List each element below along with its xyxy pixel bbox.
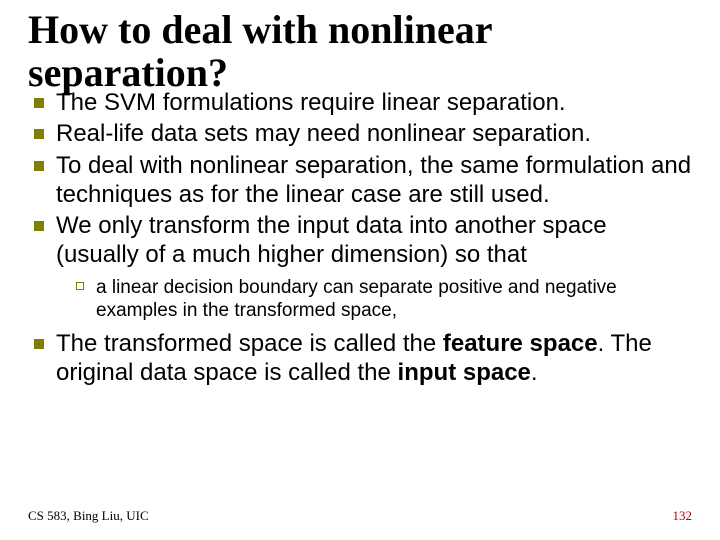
slide-footer: CS 583, Bing Liu, UIC 132	[28, 508, 692, 524]
bullet-text: The SVM formulations require linear sepa…	[56, 88, 566, 117]
sub-bullet-text: a linear decision boundary can separate …	[96, 276, 692, 324]
text-run: .	[531, 359, 538, 386]
square-bullet-icon	[34, 221, 44, 231]
bullet-item: Real-life data sets may need nonlinear s…	[28, 119, 692, 148]
sub-bullet-item: a linear decision boundary can separate …	[70, 276, 692, 324]
slide: How to deal with nonlinear separation? T…	[0, 0, 720, 540]
bullet-text: The transformed space is called the feat…	[56, 329, 692, 388]
bullet-text: Real-life data sets may need nonlinear s…	[56, 119, 591, 148]
square-bullet-icon	[34, 339, 44, 349]
page-number: 132	[673, 508, 693, 524]
square-bullet-icon	[34, 129, 44, 139]
square-bullet-icon	[34, 161, 44, 171]
hollow-square-bullet-icon	[76, 282, 84, 290]
bullet-item: To deal with nonlinear separation, the s…	[28, 151, 692, 210]
bullet-item: The transformed space is called the feat…	[28, 329, 692, 388]
footer-source: CS 583, Bing Liu, UIC	[28, 508, 149, 524]
bullet-text: To deal with nonlinear separation, the s…	[56, 151, 692, 210]
bold-term: input space	[398, 359, 531, 386]
bullet-text: We only transform the input data into an…	[56, 211, 692, 270]
bullet-item: The SVM formulations require linear sepa…	[28, 88, 692, 117]
bullet-item: We only transform the input data into an…	[28, 211, 692, 270]
slide-body: The SVM formulations require linear sepa…	[28, 88, 692, 388]
text-run: The transformed space is called the	[56, 330, 443, 357]
title-line-1: How to deal with nonlinear	[28, 7, 492, 52]
bold-term: feature space	[443, 330, 598, 357]
square-bullet-icon	[34, 98, 44, 108]
